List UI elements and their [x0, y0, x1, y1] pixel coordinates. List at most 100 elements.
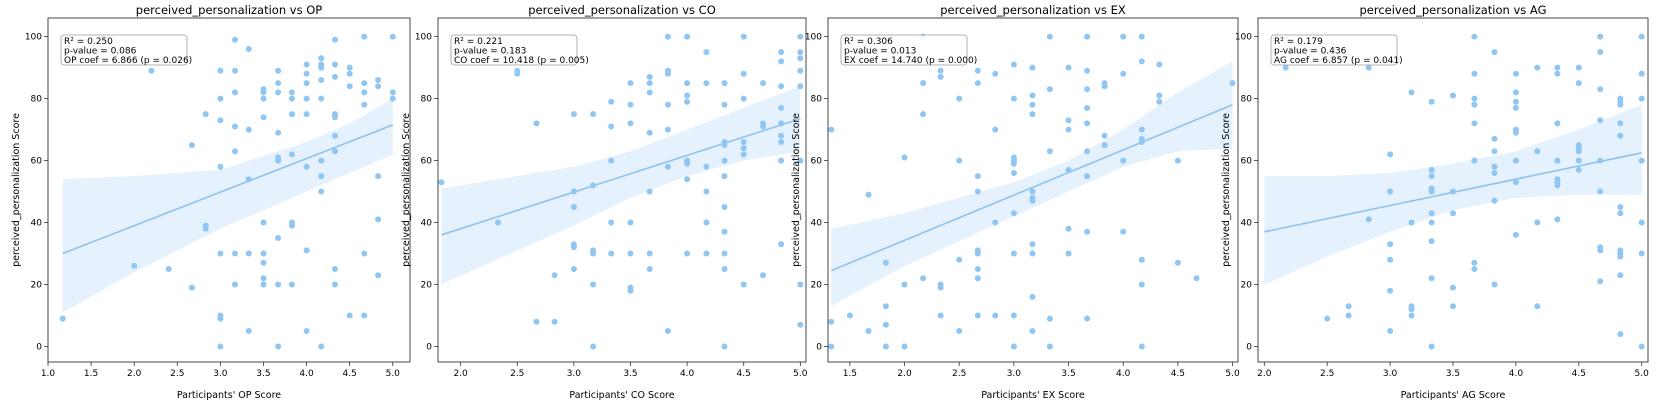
data-point: [1029, 101, 1036, 108]
data-point: [740, 145, 747, 152]
data-point: [992, 219, 999, 226]
data-point: [275, 154, 282, 161]
data-point: [1138, 126, 1145, 133]
data-point: [332, 266, 338, 272]
data-point: [1638, 343, 1645, 350]
data-point: [275, 80, 282, 87]
y-tick-label: 80: [811, 95, 823, 105]
data-point: [797, 33, 804, 40]
chart-panel-1: 1.0 1.5 2.0 2.5 3.0 3.5 4.0 4.5 5.0 0 20 40 60 80 100 p…: [11, 3, 411, 401]
data-point: [1491, 148, 1498, 155]
data-point: [303, 80, 310, 87]
data-point: [1471, 101, 1478, 108]
data-point: [288, 111, 295, 118]
data-point: [627, 120, 634, 127]
data-point: [740, 70, 747, 77]
data-point: [797, 157, 804, 164]
data-point: [361, 312, 368, 319]
data-point: [570, 266, 577, 272]
data-point: [245, 176, 252, 183]
data-point: [778, 157, 785, 164]
data-point: [721, 204, 728, 210]
data-point: [721, 250, 728, 257]
x-tick-label: 4.5: [1572, 369, 1586, 379]
data-point: [664, 67, 671, 74]
data-point: [1010, 61, 1017, 68]
data-point: [389, 95, 396, 102]
data-point: [721, 228, 728, 235]
stats-box: [450, 34, 578, 66]
data-point: [332, 36, 338, 43]
y-tick-label: 20: [31, 281, 43, 291]
plot-frame: [437, 17, 807, 363]
chart-panel-2: 2.0 2.5 3.0 3.5 4.0 4.5 5.0 0 20 40 60 80 100 perceiv…: [401, 3, 808, 401]
data-point: [1597, 278, 1604, 285]
data-point: [627, 250, 634, 257]
data-point: [1534, 303, 1541, 310]
data-point: [865, 191, 872, 198]
data-point: [1471, 259, 1478, 266]
data-point: [1120, 228, 1127, 235]
x-tick-label: 3.0: [1007, 369, 1022, 379]
data-point: [346, 64, 353, 71]
data-point: [318, 55, 325, 62]
data-point: [846, 312, 853, 319]
data-point: [1046, 343, 1053, 350]
x-tick-label: 1.5: [84, 369, 98, 379]
y-tick-label: 60: [1241, 157, 1253, 167]
y-tick-label: 80: [421, 95, 433, 105]
y-tick-label: 40: [811, 219, 823, 229]
data-point: [721, 157, 728, 164]
data-point: [260, 259, 267, 266]
data-point: [1046, 33, 1053, 40]
stat-r2: R² = 0.179: [1274, 37, 1323, 47]
data-point: [1065, 250, 1072, 257]
data-point: [260, 281, 267, 288]
data-point: [303, 328, 310, 334]
x-tick-label: 5.0: [386, 369, 401, 379]
data-point: [1617, 204, 1624, 210]
data-point: [318, 77, 325, 83]
data-point: [1365, 216, 1372, 223]
stat-pvalue: p-value = 0.086: [64, 47, 137, 57]
data-point: [828, 126, 835, 133]
data-point: [217, 312, 224, 319]
y-tick-label: 100: [1235, 33, 1252, 43]
data-point: [1597, 117, 1604, 124]
data-point: [59, 315, 66, 322]
data-point: [1084, 86, 1091, 93]
data-point: [495, 219, 501, 226]
y-tick-label: 40: [1241, 219, 1253, 229]
data-point: [514, 67, 521, 74]
data-point: [778, 132, 785, 139]
data-point: [901, 343, 908, 350]
data-point: [217, 343, 224, 350]
data-point: [1428, 219, 1435, 226]
data-point: [703, 188, 710, 195]
y-axis-label: perceived_personalization Score: [11, 113, 22, 267]
data-point: [1084, 228, 1091, 235]
data-point: [361, 89, 368, 96]
y-tick-label: 0: [1246, 343, 1252, 353]
data-point: [703, 80, 710, 87]
data-point: [1575, 80, 1582, 87]
data-point: [1617, 272, 1624, 279]
stat-pvalue: p-value = 0.013: [844, 47, 916, 57]
data-point: [1138, 343, 1145, 350]
data-point: [684, 80, 691, 87]
x-axis-label: Participants' CO Score: [569, 390, 674, 401]
x-tick-label: 3.5: [623, 369, 637, 379]
data-point: [1065, 126, 1072, 133]
data-point: [778, 241, 785, 248]
data-point: [1084, 315, 1091, 322]
data-point: [937, 73, 944, 80]
x-tick-label: 4.0: [299, 369, 314, 379]
data-point: [361, 80, 368, 87]
x-tick-label: 2.5: [170, 369, 184, 379]
data-point: [275, 235, 282, 241]
data-point: [1471, 33, 1478, 40]
data-point: [202, 111, 209, 118]
data-point: [318, 95, 325, 102]
data-point: [1010, 210, 1017, 217]
data-point: [1450, 303, 1456, 310]
